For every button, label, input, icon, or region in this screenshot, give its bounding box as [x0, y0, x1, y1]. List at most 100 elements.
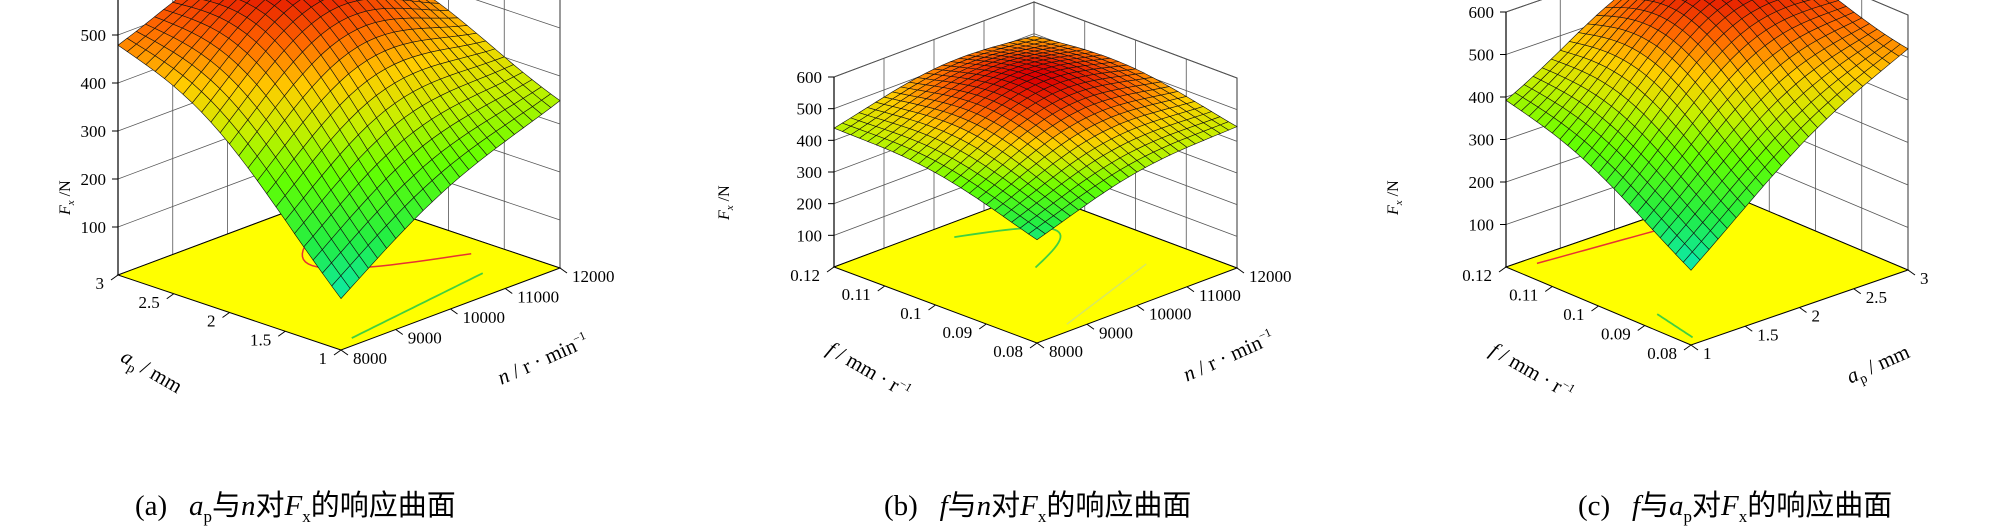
left-axis-tick — [222, 312, 230, 318]
right-axis-tick — [504, 288, 513, 294]
caption-var2: n — [976, 490, 992, 522]
left-axis-tick-label: 1.5 — [250, 330, 271, 349]
z-tick-label: 100 — [81, 218, 107, 237]
z-label-sub: x — [1393, 200, 1405, 206]
z-tick-label: 200 — [797, 195, 823, 214]
right-label-unit: / mm — [1859, 339, 1914, 381]
caption-var2-sub: p — [1683, 506, 1693, 526]
left-axis-tick — [1683, 344, 1692, 351]
right-axis-tick-label: 1.5 — [1757, 325, 1778, 344]
left-label-unit: / mm · r — [828, 339, 904, 397]
caption-var3-sub: x — [1037, 506, 1047, 526]
floor-contour — [1656, 313, 1694, 339]
caption-text2: 对 — [255, 490, 285, 522]
z-tick-label: 600 — [1469, 3, 1495, 22]
caption-var2: n — [240, 490, 256, 522]
right-axis-tick — [1136, 305, 1145, 311]
right-axis-tick — [1853, 288, 1862, 295]
z-label-sub: x — [65, 200, 77, 206]
caption-var2: a — [1669, 490, 1684, 522]
z-label-unit: /N — [57, 180, 74, 200]
right-axis-label: n / r · min−1 — [1179, 325, 1277, 386]
left-label-unit: / mm · r — [1491, 340, 1567, 398]
right-label-sup: −1 — [1256, 325, 1273, 343]
right-label-unit: / r · min — [503, 333, 580, 385]
surface — [833, 35, 1238, 241]
right-axis-tick — [1236, 267, 1245, 274]
surface-chart-b: 100 200 300 400 500 600 Fx /N 0.08 0.09 0.1 0.11 0.… — [716, 1, 1292, 397]
left-axis-tick-label: 0.08 — [993, 342, 1023, 361]
floor-contour — [954, 226, 1062, 269]
caption-text1: 与 — [1640, 490, 1670, 522]
left-axis-tick-label: 0.09 — [1601, 325, 1631, 344]
caption-var1: f — [939, 490, 948, 522]
right-axis-tick-label: 12000 — [572, 267, 615, 286]
floor-contour — [1066, 263, 1147, 325]
left-axis-tick — [928, 304, 936, 311]
left-axis-tick — [877, 285, 886, 292]
caption-var1: f — [1631, 490, 1640, 522]
right-axis-tick-label: 3 — [1920, 269, 1929, 288]
caption-var3-sub: x — [1738, 506, 1748, 526]
caption-c: (c) f与ap对Fx的响应曲面 — [1578, 482, 1892, 527]
right-axis-tick-label: 9000 — [408, 329, 442, 348]
right-axis-tick — [450, 308, 458, 315]
caption-label: (a) — [135, 490, 168, 522]
caption-text3: 的响应曲面 — [310, 490, 456, 522]
left-axis-tick-label: 3 — [96, 274, 105, 293]
left-axis-label: f / mm · r−1 — [1486, 338, 1578, 405]
panel-b: 100 200 300 400 500 600 Fx /N 0.08 0.09 0.1 0.11 0.… — [669, 0, 1338, 531]
left-axis-tick — [826, 266, 835, 273]
z-tick-label: 400 — [1469, 88, 1495, 107]
caption-var1: a — [188, 490, 204, 522]
left-axis-tick — [1637, 325, 1646, 331]
left-label-sup: −1 — [1560, 377, 1578, 396]
right-axis-tick — [340, 349, 349, 356]
z-label-var: F — [1385, 205, 1402, 216]
right-axis-tick — [1799, 307, 1807, 313]
caption-text3: 的响应曲面 — [1747, 490, 1893, 522]
left-axis-tick-label: 2 — [207, 312, 216, 331]
z-tick-label: 500 — [81, 26, 107, 45]
left-axis-tick — [277, 330, 286, 337]
caption-var3: F — [1020, 490, 1038, 522]
right-axis-tick-label: 10000 — [1149, 305, 1192, 324]
caption-a: (a) ap与n对Fx的响应曲面 — [135, 482, 456, 527]
left-axis-tick — [1544, 286, 1553, 292]
right-axis-tick-label: 8000 — [1049, 342, 1083, 361]
right-axis-tick-label: 1 — [1703, 344, 1712, 363]
caption-text3: 的响应曲面 — [1046, 490, 1192, 522]
z-tick-label: 100 — [797, 226, 823, 245]
right-axis-tick — [1186, 286, 1195, 293]
z-label-var: F — [716, 210, 733, 221]
z-tick-label: 400 — [797, 131, 823, 150]
left-axis-tick — [110, 274, 119, 281]
surface-patch — [1027, 227, 1046, 241]
right-axis-tick-label: 11000 — [1199, 286, 1241, 305]
right-axis-tick — [559, 267, 568, 274]
left-axis-tick-label: 0.12 — [1462, 266, 1492, 285]
caption-b: (b) f与n对Fx的响应曲面 — [884, 482, 1191, 527]
caption-var3: F — [1721, 490, 1739, 522]
left-axis-label: ap / mm — [115, 344, 187, 402]
surface-patch — [1721, 0, 1733, 4]
left-axis-tick — [1498, 266, 1507, 273]
caption-text1: 与 — [947, 490, 977, 522]
caption-text1: 与 — [211, 490, 241, 522]
left-axis-tick-label: 0.1 — [900, 304, 921, 323]
left-axis-tick-label: 0.09 — [943, 323, 973, 342]
right-axis-label: ap / mm — [1843, 339, 1915, 392]
surface — [117, 0, 561, 300]
caption-text2: 对 — [991, 490, 1021, 522]
z-tick-label: 400 — [81, 74, 107, 93]
left-axis-tick — [978, 323, 987, 330]
left-axis-tick-label: 1 — [319, 349, 328, 368]
caption-text2: 对 — [1692, 490, 1722, 522]
left-axis-tick — [166, 293, 175, 300]
right-axis-tick-label: 8000 — [353, 349, 387, 368]
z-tick-label: 300 — [81, 122, 107, 141]
right-axis-tick-label: 2 — [1812, 307, 1821, 326]
right-axis-label: n / r · min−1 — [494, 328, 592, 389]
surface-chart-c: 100 200 300 400 500 600 Fx /N 0.08 0.09 0.1 0.11 0.… — [1385, 0, 1929, 405]
